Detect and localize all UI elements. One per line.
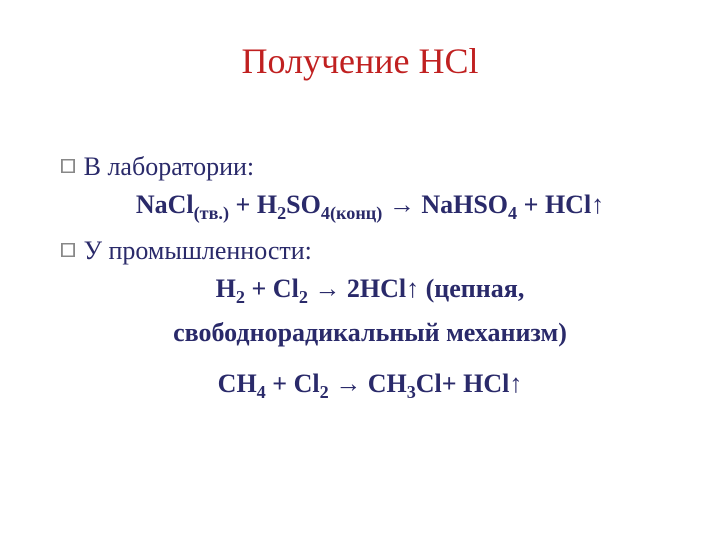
- equation-industry-2: CH4 + Cl2 → CH3Cl+ HCl↑: [60, 367, 680, 405]
- bullet-label: В лаборатории:: [84, 152, 255, 182]
- content-area: 🞐 В лаборатории: NaCl(тв.) + H2SO4(конц)…: [40, 152, 680, 405]
- bullet-icon: 🞐: [60, 236, 76, 266]
- equation-lab: NaCl(тв.) + H2SO4(конц) → NaHSO4 + HCl↑: [60, 188, 680, 226]
- bullet-label: У промышленности:: [84, 236, 312, 266]
- equation-industry-1: H2 + Cl2 → 2HCl↑ (цепная,: [60, 272, 680, 310]
- equation-industry-1-cont: свободнорадикальный механизм): [60, 316, 680, 350]
- bullet-item-lab: 🞐 В лаборатории:: [60, 152, 680, 182]
- slide-title: Получение HCl: [40, 40, 680, 82]
- bullet-item-industry: 🞐 У промышленности:: [60, 236, 680, 266]
- bullet-icon: 🞐: [60, 152, 76, 182]
- slide: Получение HCl 🞐 В лаборатории: NaCl(тв.)…: [0, 0, 720, 540]
